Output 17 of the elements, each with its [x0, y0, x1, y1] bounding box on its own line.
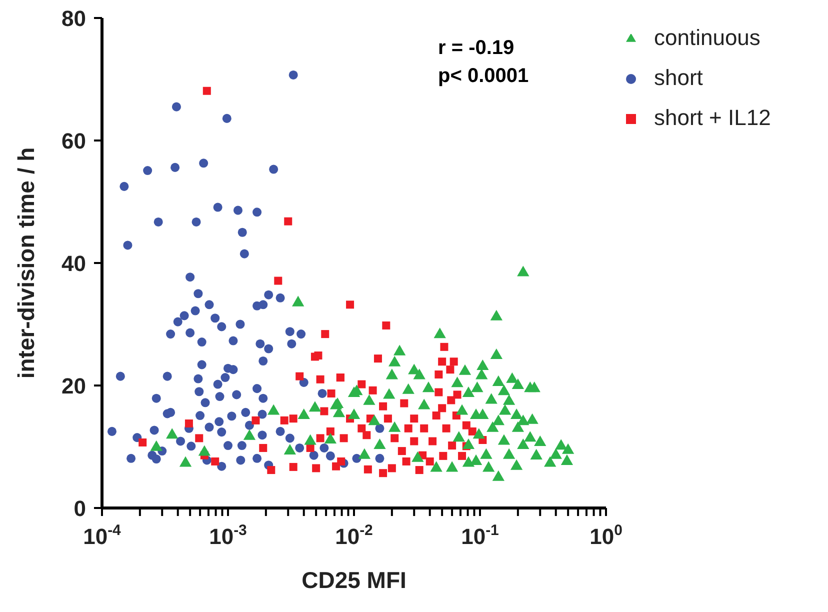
legend-label: short: [654, 65, 703, 90]
annotation: r = -0.19: [438, 36, 516, 61]
x-tick-label: 10$^{-3}$: [209, 522, 247, 549]
y-tick-label: 40: [62, 251, 86, 276]
y-tick-label: 20: [62, 374, 86, 398]
legend-label: continuous: [654, 25, 760, 50]
x-tick-label: 10$^{0}$: [590, 522, 622, 549]
y-tick-label: 80: [62, 6, 86, 31]
x-tick-label: 10$^{-4}$: [83, 522, 122, 549]
x-axis-title: CD25 MFI: [302, 567, 406, 593]
y-axis-title: inter-division time / h: [13, 147, 39, 379]
y-tick-label: 0: [74, 496, 86, 521]
y-tick-label: 60: [62, 128, 86, 154]
legend-label: short + IL12: [654, 105, 771, 130]
x-tick-label: 10$^{-2}$: [335, 522, 373, 549]
annotation: p< 0.0001: [438, 64, 529, 89]
x-tick-label: 10$^{-1}$: [461, 522, 499, 549]
